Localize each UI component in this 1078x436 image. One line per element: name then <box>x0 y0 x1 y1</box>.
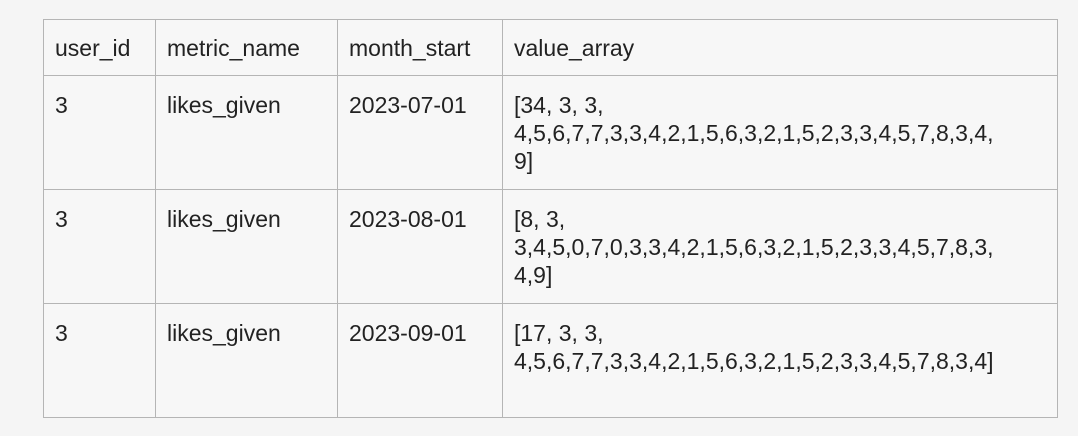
cell-value-array: [8, 3, 3,4,5,0,7,0,3,3,4,2,1,5,6,3,2,1,5… <box>502 189 1058 304</box>
cell-user-id: 3 <box>43 75 156 190</box>
value-array-text: [8, 3, 3,4,5,0,7,0,3,3,4,2,1,5,6,3,2,1,5… <box>514 206 994 288</box>
cell-month-start: 2023-07-01 <box>337 75 503 190</box>
data-table: user_id metric_name month_start value_ar… <box>43 19 1058 418</box>
header-value-array: value_array <box>502 19 1058 76</box>
header-user-id: user_id <box>43 19 156 76</box>
cell-user-id: 3 <box>43 303 156 418</box>
table-row: 3 likes_given 2023-09-01 [17, 3, 3, 4,5,… <box>43 303 1058 418</box>
cell-user-id: 3 <box>43 189 156 304</box>
cell-metric-name: likes_given <box>155 303 338 418</box>
data-table-container: user_id metric_name month_start value_ar… <box>43 19 1058 418</box>
table-header-row: user_id metric_name month_start value_ar… <box>43 19 1058 76</box>
table-row: 3 likes_given 2023-08-01 [8, 3, 3,4,5,0,… <box>43 189 1058 304</box>
header-month-start: month_start <box>337 19 503 76</box>
cell-metric-name: likes_given <box>155 75 338 190</box>
cell-value-array: [34, 3, 3, 4,5,6,7,7,3,3,4,2,1,5,6,3,2,1… <box>502 75 1058 190</box>
header-metric-name: metric_name <box>155 19 338 76</box>
value-array-text: [34, 3, 3, 4,5,6,7,7,3,3,4,2,1,5,6,3,2,1… <box>514 92 994 174</box>
cell-value-array: [17, 3, 3, 4,5,6,7,7,3,3,4,2,1,5,6,3,2,1… <box>502 303 1058 418</box>
cell-month-start: 2023-09-01 <box>337 303 503 418</box>
cell-metric-name: likes_given <box>155 189 338 304</box>
cell-month-start: 2023-08-01 <box>337 189 503 304</box>
table-row: 3 likes_given 2023-07-01 [34, 3, 3, 4,5,… <box>43 75 1058 190</box>
value-array-text: [17, 3, 3, 4,5,6,7,7,3,3,4,2,1,5,6,3,2,1… <box>514 320 994 374</box>
